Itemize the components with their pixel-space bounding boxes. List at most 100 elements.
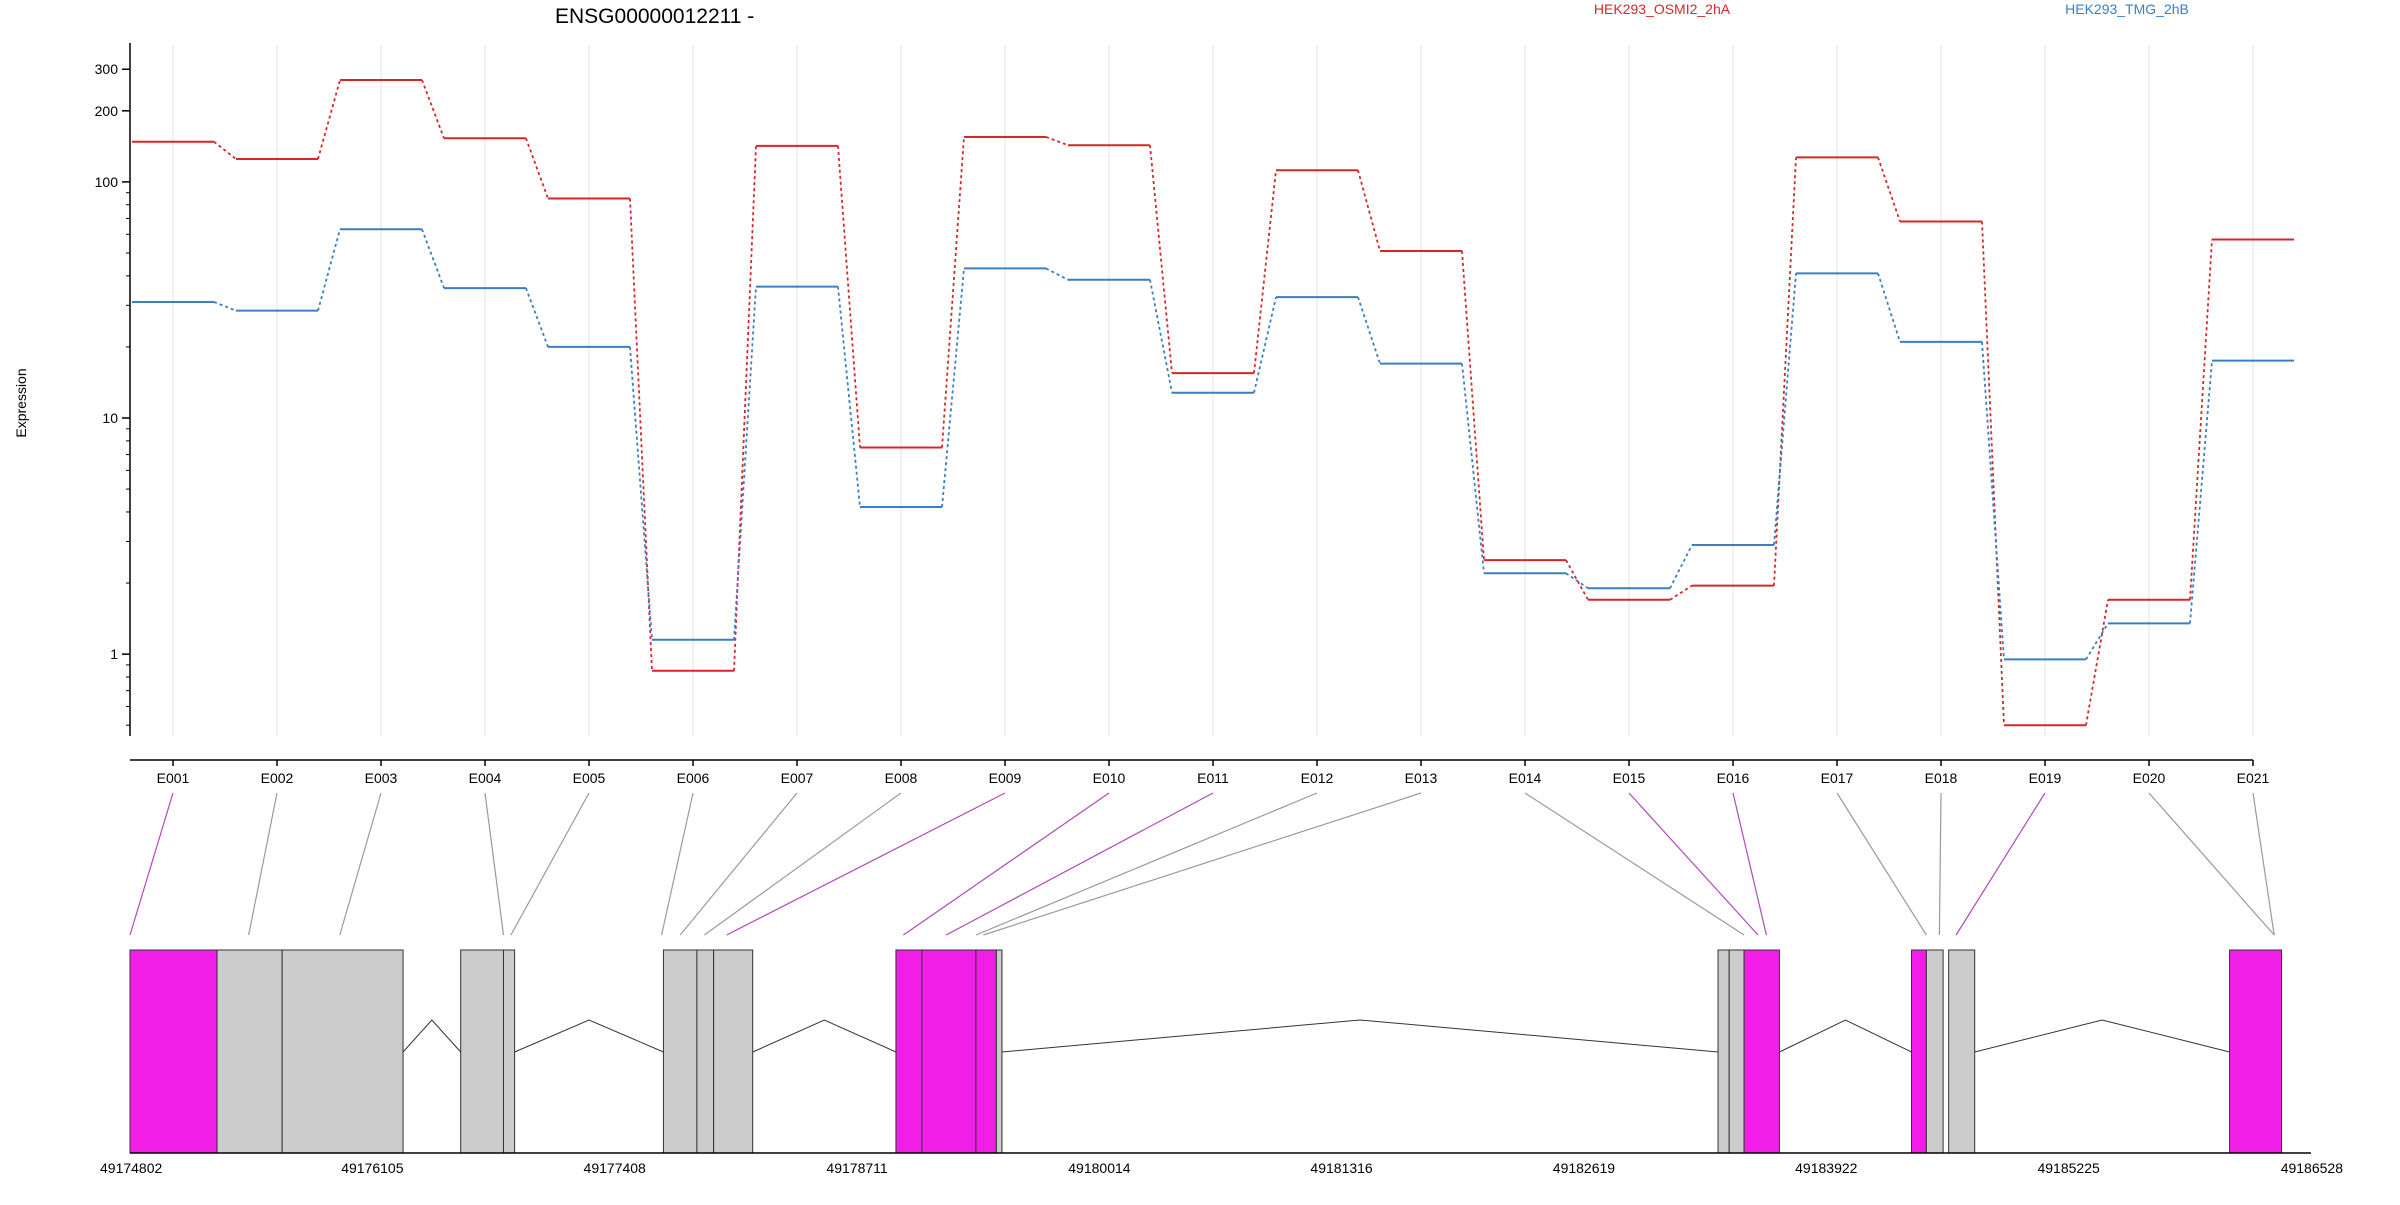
series-b-connector [1253,296,1277,393]
connector-e002 [248,792,278,936]
coordinate-tick-label: 49180014 [1068,1160,1131,1176]
series-b-connector [1357,296,1381,364]
series-b-connector [2085,622,2109,660]
connector-e018 [1938,792,1942,936]
series-b-connector [1877,273,1901,343]
series-a-connector [941,136,965,448]
connector-e001 [129,792,174,936]
exon-block-e002 [216,949,283,1154]
exon-block-e011 [975,949,997,1154]
connector-e021 [2252,792,2275,936]
intron-line [1001,1019,1719,1053]
exon-block-e016 [1910,949,1927,1154]
x-tick-label-e006: E006 [677,770,710,786]
legend-item-series-a: HEK293_OSMI2_2hA [1594,1,1731,17]
series-a-connector [1565,559,1589,601]
series-a-connector [837,145,861,448]
series-a-connector [1773,157,1797,586]
exon-block-e012 [995,949,1003,1154]
y-tick-label: 1 [110,646,118,662]
exon-block-e007 [696,949,715,1154]
exon-block-e003 [281,949,404,1154]
series-b-connector [1565,572,1589,590]
x-tick-label-e015: E015 [1613,770,1646,786]
x-tick-label-e021: E021 [2237,770,2270,786]
connector-e012 [975,792,1318,936]
series-a-connector [525,137,549,199]
x-tick-label-e005: E005 [573,770,606,786]
coordinate-tick-label: 49177408 [584,1160,647,1176]
x-tick-label-e013: E013 [1405,770,1438,786]
connector-e004 [484,792,505,936]
series-a-connector [2189,239,2213,600]
exon-block-e015 [1743,949,1780,1154]
x-tick-label-e014: E014 [1509,770,1542,786]
exon-block-e008 [713,949,754,1154]
exon-connectors [129,792,2275,936]
connector-e010 [903,792,1110,936]
coordinate-tick-label: 49182619 [1553,1160,1616,1176]
x-tick-label-e004: E004 [469,770,502,786]
connector-e007 [679,792,798,936]
series-a-connector [317,79,341,160]
x-tick-label-e016: E016 [1717,770,1750,786]
series-a-connector [1357,170,1381,252]
exon-block-e005 [502,949,516,1154]
x-tick-label-e018: E018 [1925,770,1958,786]
gene-model: 49174802 49176105 49177408 49178711 49180014… [100,949,2344,1176]
series-lines [132,79,2294,727]
connector-e009 [726,792,1006,936]
series-b-connector [421,228,445,289]
exon-block-e019 [2229,949,2283,1154]
series-a-connector [1461,250,1485,561]
x-tick-label-e009: E009 [989,770,1022,786]
y-tick-label: 100 [95,174,119,190]
series-a-connector [1045,136,1069,147]
chart-title: ENSG00000012211 - [555,5,754,28]
connector-e017 [1836,792,1927,936]
series-b-connector [1461,363,1485,574]
series-b-connector [1981,341,2005,660]
series-a-connector [421,79,445,139]
exon-block-e010 [921,949,977,1154]
connector-e020 [2148,792,2275,936]
intron-line [402,1019,462,1053]
series-a-connector [2085,599,2109,726]
x-tick-label-e019: E019 [2029,770,2062,786]
series-b-connector [213,301,237,312]
exon-block-e014 [1728,949,1745,1154]
exon-block-e017 [1925,949,1944,1154]
series-a-connector [213,140,237,160]
exon-block-e004 [460,949,504,1154]
series-a-connector [1877,157,1901,222]
series-b-connector [629,346,653,640]
intron-line [514,1019,664,1053]
exon-block-e009 [895,949,923,1154]
intron-line [1779,1019,1912,1053]
coordinate-tick-label: 49185225 [2037,1160,2100,1176]
connector-e008 [704,792,902,936]
x-tick-label-e017: E017 [1821,770,1854,786]
coordinate-tick-label: 49186528 [2281,1160,2344,1176]
connector-e003 [339,792,382,936]
coordinate-tick-label: 49176105 [341,1160,404,1176]
connector-e013 [983,792,1422,936]
connector-e005 [510,792,590,936]
connector-e016 [1732,792,1767,936]
series-b-connector [317,229,341,311]
connector-e006 [660,792,694,936]
series-b-connector [1773,273,1797,546]
coordinate-tick-label: 49181316 [1310,1160,1373,1176]
series-b-connector [733,286,757,640]
coordinate-tick-label: 49178711 [826,1160,887,1176]
series-a-connector [1253,170,1277,374]
connector-e015 [1628,792,1759,936]
series-a-connector [1149,145,1173,374]
x-tick-label-e007: E007 [781,770,814,786]
coordinate-tick-label: 49174802 [100,1160,163,1176]
x-tick-label-e012: E012 [1301,770,1334,786]
series-a-connector [1981,221,2005,726]
axes: 1 10 100 200 300 E001 E002 E003 E004 E005 E006 E007… [95,43,2270,786]
exon-block-e006 [662,949,698,1154]
